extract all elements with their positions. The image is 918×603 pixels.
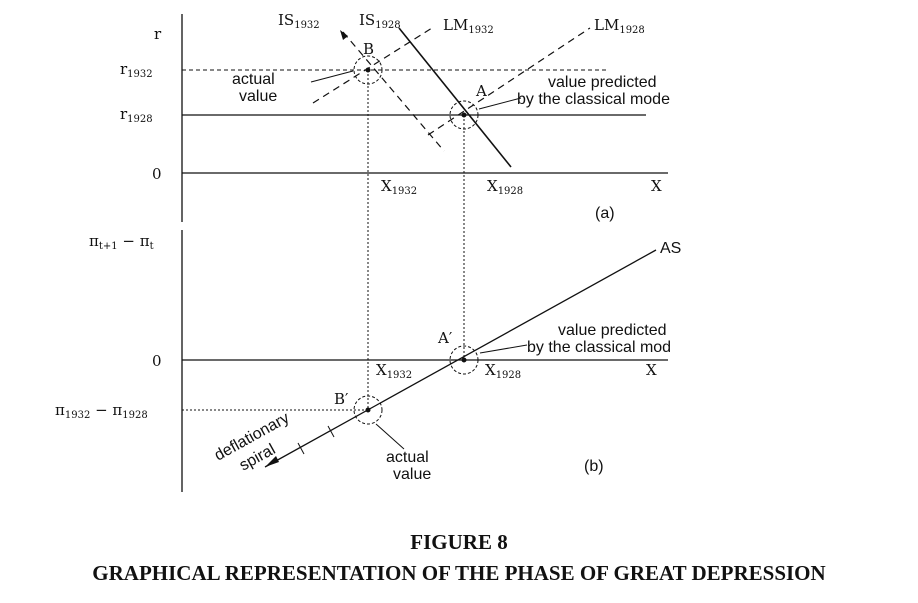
point-b-label: B [363,40,374,58]
is1932-arrowhead [340,30,348,40]
point-b-prime-circle [353,395,383,425]
actual-value-pointer-a [310,70,354,83]
actual-value-label-b-line1: actual [386,449,429,466]
panel-a-y-axis-label: r [154,25,162,43]
x1932-label-b: X1932 [376,361,412,381]
point-a-label: A [475,82,487,100]
panel-a-origin-label: 0 [152,165,162,183]
point-a-prime-dot [461,357,467,363]
great-depression-diagram: r r1932 r1928 0 X X1932 X1928 IS1932 IS1… [55,11,681,492]
lm1928-curve [427,27,591,136]
deflationary-spiral-arrowhead [265,456,279,467]
panel-b-y-axis-label: πt+1 − πt [89,232,154,252]
actual-value-pointer-b [375,423,405,450]
point-b-prime-label: B′ [334,390,349,408]
panel-b [181,230,668,492]
is1928-label: IS1928 [359,11,401,31]
as-curve [264,249,657,468]
r1928-label: r1928 [120,105,153,125]
actual-value-label-a-line2: value [239,88,277,105]
predicted-label-a-line1: value predicted [548,74,657,91]
deflationary-spiral-tick-1 [297,442,305,455]
point-a-prime-circle [449,345,479,375]
lm1932-label: LM1932 [443,16,494,36]
actual-value-label-b-line2: value [393,466,431,483]
pi-diff-label: π1932 − π1928 [55,401,148,421]
is1932-curve [342,31,445,152]
panel-a [181,14,668,222]
point-a-prime-label: A′ [437,329,453,347]
predicted-pointer-a [478,97,522,110]
predicted-pointer-b [479,344,528,354]
figure-number: FIGURE 8 [410,530,508,554]
panel-b-x-axis-label: X [646,361,657,379]
is1932-label: IS1932 [278,11,320,31]
panel-a-tag: (a) [595,205,615,222]
panel-a-x-axis-label: X [651,177,662,195]
figure-title: GRAPHICAL REPRESENTATION OF THE PHASE OF… [92,561,826,585]
predicted-label-b-line1: value predicted [558,322,667,339]
actual-value-label-a-line1: actual [232,71,275,88]
panel-b-tag: (b) [584,458,604,475]
predicted-label-a-line2: by the classical mode [517,91,670,108]
x1928-label-b: X1928 [485,361,521,381]
is1928-curve [398,27,512,168]
predicted-label-b-line2: by the classical mod [527,339,671,356]
as-label: AS [660,240,681,257]
x1932-label-a: X1932 [381,177,417,197]
lm1928-label: LM1928 [594,16,645,36]
deflationary-spiral-tick-2 [327,425,335,438]
point-b-prime-dot [365,407,371,413]
r1932-label: r1932 [120,60,153,80]
panel-b-origin-label: 0 [152,352,162,370]
x1928-label-a: X1928 [487,177,523,197]
